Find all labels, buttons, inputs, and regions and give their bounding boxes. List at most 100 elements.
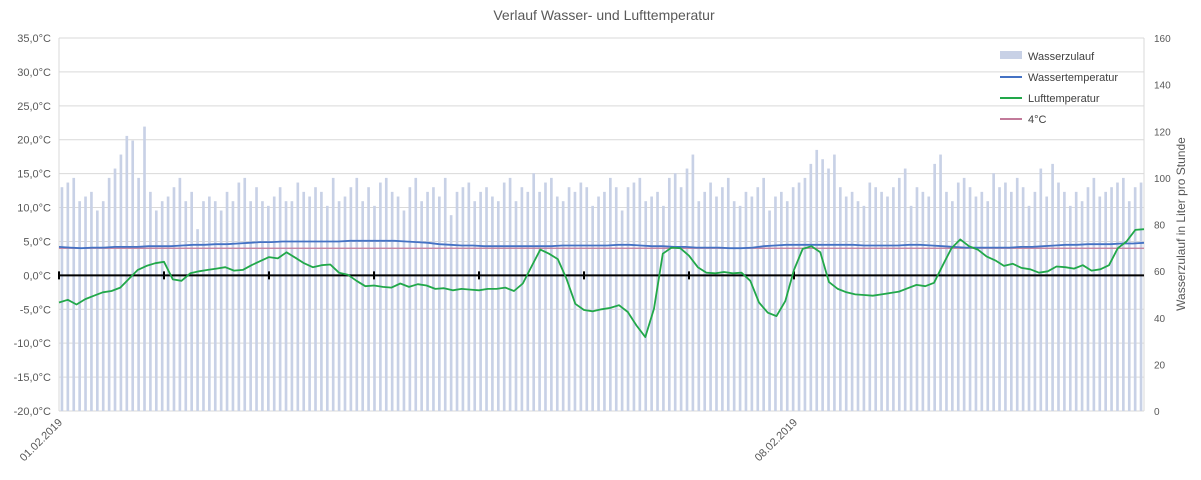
y-tick-label: 5,0°C [23, 236, 51, 248]
bar [974, 196, 978, 411]
bar [90, 191, 93, 411]
series-line-wassertemperatur [58, 239, 1145, 250]
bar [809, 163, 813, 411]
bar [502, 182, 506, 411]
bar [237, 182, 241, 411]
bar [496, 201, 500, 411]
bar [951, 201, 954, 411]
bar [320, 191, 323, 411]
bar [667, 177, 671, 412]
bar [785, 201, 789, 411]
bar [1057, 182, 1060, 411]
bar [998, 187, 1001, 411]
bar [1092, 177, 1096, 412]
bar [208, 196, 211, 411]
legend-label: Lufttemperatur [1028, 93, 1100, 105]
y2-tick-label: 40 [1154, 314, 1166, 325]
bar [1010, 191, 1013, 411]
bar [732, 201, 736, 411]
bar [278, 187, 282, 411]
bar [267, 205, 270, 411]
bar [443, 177, 447, 412]
bar [644, 201, 648, 411]
bar [768, 210, 771, 411]
bar [821, 159, 824, 411]
bar [609, 177, 612, 412]
bar [178, 177, 182, 412]
bar [296, 182, 300, 411]
bar [508, 177, 512, 412]
bar [1051, 163, 1054, 411]
bar [703, 191, 707, 411]
bar [231, 201, 235, 411]
bar [426, 191, 429, 411]
legend-label: Wasserzulauf [1028, 51, 1095, 63]
bar [184, 201, 188, 411]
bar [962, 177, 966, 412]
bar [101, 201, 105, 411]
bar [544, 182, 547, 411]
bar [721, 187, 724, 411]
bar [302, 191, 306, 411]
bar [844, 196, 848, 411]
bar [284, 201, 288, 411]
bar [1068, 205, 1072, 411]
bar [491, 196, 494, 411]
bar [396, 196, 400, 411]
y-tick-label: -10,0°C [14, 338, 51, 350]
bar [272, 196, 276, 411]
y2-tick-label: 160 [1154, 34, 1171, 45]
legend-swatch [1000, 51, 1022, 59]
line-series-group [58, 228, 1145, 339]
bar [72, 177, 76, 412]
bar [685, 168, 689, 411]
y-axis-ticks: 35,0°C 30,0°C 25,0°C 20,0°C 15,0°C 10,0°C 5,0°… [14, 33, 51, 418]
series-line-lufttemperatur [58, 228, 1145, 339]
bar [945, 191, 948, 411]
bar [597, 196, 600, 411]
y2-tick-label: 0 [1154, 407, 1160, 418]
bar [1133, 187, 1137, 411]
bar [803, 177, 807, 412]
bar [709, 182, 712, 411]
legend-label: Wassertemperatur [1028, 72, 1118, 84]
bar [897, 177, 901, 412]
bar [520, 187, 524, 411]
bar [968, 187, 972, 411]
bar [715, 196, 718, 411]
bar [60, 187, 64, 411]
bar [874, 187, 878, 411]
bar [986, 201, 990, 411]
bar [1021, 187, 1025, 411]
bar [585, 187, 589, 411]
bar [550, 177, 553, 412]
bar [461, 187, 465, 411]
bar [797, 182, 801, 411]
bar [744, 191, 748, 411]
y-tick-label: -15,0°C [14, 372, 51, 384]
bar [921, 191, 925, 411]
bar [603, 191, 606, 411]
bar [791, 187, 795, 411]
bar [915, 187, 919, 411]
bar [1104, 191, 1107, 411]
x-tick-label: 08.02.2019 [753, 417, 800, 464]
legend-label: 4°C [1028, 114, 1047, 126]
bar [774, 196, 777, 411]
bar [1015, 177, 1019, 412]
bar [561, 201, 565, 411]
bar [1045, 196, 1049, 411]
y2-tick-label: 20 [1154, 360, 1166, 371]
bar [833, 154, 836, 411]
bar [632, 182, 636, 411]
bar [349, 187, 353, 411]
bar [249, 201, 252, 411]
bar [107, 177, 111, 412]
x-tick-label: 01.02.2019 [18, 417, 65, 464]
bar [815, 149, 819, 411]
bar [638, 177, 642, 412]
bar [402, 210, 406, 411]
bar [956, 182, 960, 411]
bar [591, 205, 594, 411]
